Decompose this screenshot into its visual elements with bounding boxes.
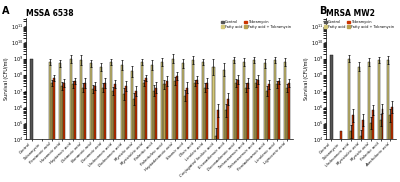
Bar bbox=[192, 60, 194, 182]
Bar bbox=[49, 62, 51, 182]
Bar bbox=[120, 65, 123, 182]
Bar bbox=[80, 60, 82, 182]
Text: B: B bbox=[319, 6, 327, 16]
Bar bbox=[40, 147, 43, 182]
Bar bbox=[247, 83, 249, 182]
Bar bbox=[155, 88, 157, 182]
Bar bbox=[348, 59, 350, 182]
Bar bbox=[153, 91, 155, 182]
Bar bbox=[255, 83, 258, 182]
Bar bbox=[391, 107, 393, 182]
Bar bbox=[112, 91, 114, 182]
Bar bbox=[172, 59, 174, 182]
Bar bbox=[206, 83, 208, 182]
Bar bbox=[196, 80, 198, 182]
Bar bbox=[243, 62, 245, 182]
Bar bbox=[51, 83, 53, 182]
Bar bbox=[360, 136, 362, 182]
Bar bbox=[204, 88, 206, 182]
Bar bbox=[90, 63, 92, 182]
Y-axis label: Survival (CFU/ml): Survival (CFU/ml) bbox=[304, 57, 309, 100]
Bar bbox=[284, 62, 286, 182]
Bar bbox=[202, 62, 204, 182]
Legend: Control, Fatty acid, Tobramycin, Fatty acid + Tobramycin: Control, Fatty acid, Tobramycin, Fatty a… bbox=[324, 20, 394, 29]
Bar bbox=[233, 60, 235, 182]
Bar bbox=[174, 81, 176, 182]
Bar bbox=[125, 86, 127, 182]
Bar bbox=[110, 62, 112, 182]
Bar bbox=[390, 115, 391, 182]
Bar bbox=[368, 62, 370, 182]
Bar bbox=[370, 123, 372, 182]
Bar bbox=[92, 89, 94, 182]
Bar bbox=[74, 81, 76, 182]
Text: MRSA MW2: MRSA MW2 bbox=[326, 9, 374, 18]
Legend: Control, Fatty acid, Tobramycin, Fatty acid + Tobramycin: Control, Fatty acid, Tobramycin, Fatty a… bbox=[221, 20, 291, 29]
Bar bbox=[352, 115, 354, 182]
Bar bbox=[135, 91, 137, 182]
Bar bbox=[63, 83, 66, 182]
Bar bbox=[143, 83, 145, 182]
Bar bbox=[59, 63, 61, 182]
Bar bbox=[214, 136, 216, 182]
Bar bbox=[182, 63, 184, 182]
Y-axis label: Survival (CFU/ml): Survival (CFU/ml) bbox=[4, 57, 9, 100]
Bar bbox=[340, 131, 342, 182]
Bar bbox=[268, 84, 270, 182]
Text: A: A bbox=[2, 6, 10, 16]
Bar bbox=[194, 83, 196, 182]
Bar bbox=[133, 99, 135, 182]
Bar bbox=[235, 83, 237, 182]
Bar bbox=[223, 70, 225, 182]
Bar bbox=[264, 63, 266, 182]
Bar bbox=[131, 72, 133, 182]
Bar bbox=[166, 81, 168, 182]
Bar bbox=[72, 84, 74, 182]
Bar bbox=[145, 78, 147, 182]
Bar bbox=[184, 96, 186, 182]
Bar bbox=[362, 120, 364, 182]
Bar bbox=[276, 84, 278, 182]
Bar bbox=[53, 78, 55, 182]
Text: MSSA 6538: MSSA 6538 bbox=[26, 9, 74, 18]
Bar bbox=[30, 59, 33, 182]
Bar bbox=[186, 88, 188, 182]
Bar bbox=[94, 86, 96, 182]
Bar bbox=[274, 60, 276, 182]
Bar bbox=[216, 110, 219, 182]
Bar bbox=[245, 88, 247, 182]
Bar bbox=[266, 91, 268, 182]
Bar bbox=[388, 60, 390, 182]
Bar bbox=[330, 55, 332, 182]
Bar bbox=[378, 60, 380, 182]
Bar bbox=[286, 88, 288, 182]
Bar bbox=[258, 80, 260, 182]
Bar bbox=[225, 110, 227, 182]
Bar bbox=[151, 65, 153, 182]
Bar bbox=[100, 67, 102, 182]
Bar bbox=[114, 84, 116, 182]
Bar bbox=[237, 80, 239, 182]
Bar bbox=[176, 76, 178, 182]
Bar bbox=[164, 84, 166, 182]
Bar bbox=[227, 99, 229, 182]
Bar bbox=[84, 83, 86, 182]
Bar bbox=[350, 131, 352, 182]
Bar bbox=[380, 120, 382, 182]
Bar bbox=[253, 60, 255, 182]
Bar bbox=[70, 59, 72, 182]
Bar bbox=[61, 86, 63, 182]
Bar bbox=[288, 83, 290, 182]
Bar bbox=[382, 109, 384, 182]
Bar bbox=[123, 94, 125, 182]
Bar bbox=[102, 88, 104, 182]
Bar bbox=[141, 62, 143, 182]
Bar bbox=[358, 67, 360, 182]
Bar bbox=[104, 83, 106, 182]
Bar bbox=[212, 67, 214, 182]
Bar bbox=[82, 88, 84, 182]
Bar bbox=[162, 62, 164, 182]
Bar bbox=[372, 110, 374, 182]
Bar bbox=[278, 81, 280, 182]
